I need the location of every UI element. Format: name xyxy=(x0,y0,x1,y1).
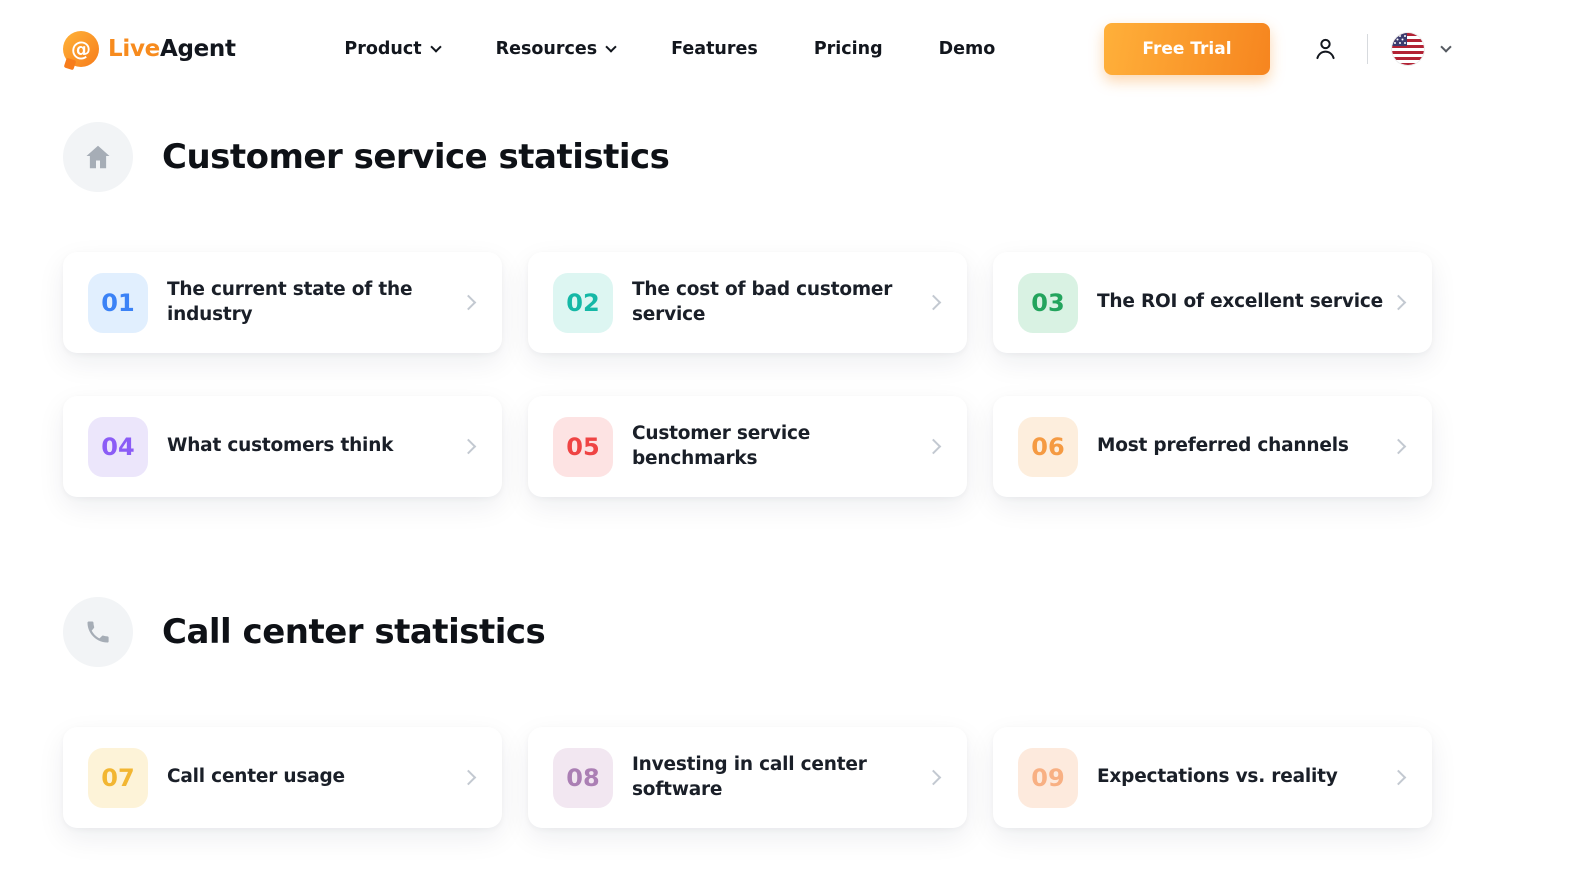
chevron-right-icon xyxy=(925,769,942,786)
card-number-badge: 09 xyxy=(1018,747,1078,808)
phone-icon xyxy=(63,597,133,667)
section-title: Customer service statistics xyxy=(162,137,670,177)
main-nav: Product Resources Features Pricing Demo xyxy=(344,39,995,59)
card-label: Customer service benchmarks xyxy=(632,422,811,469)
stat-card-04[interactable]: 04 What customers think xyxy=(63,396,502,497)
stat-card-09[interactable]: 09 Expectations vs. reality xyxy=(993,727,1432,828)
stat-card-06[interactable]: 06 Most preferred channels xyxy=(993,396,1432,497)
nav-item-features[interactable]: Features xyxy=(671,38,758,59)
card-number-badge: 04 xyxy=(88,416,148,477)
top-navigation-bar: @ LiveAgent Product Resources Features P… xyxy=(0,0,1584,97)
header-right-group: Free Trial xyxy=(1104,22,1452,75)
chevron-right-icon xyxy=(460,769,477,786)
card-number-badge: 07 xyxy=(88,747,148,808)
nav-item-product[interactable]: Product xyxy=(344,39,442,59)
card-number-badge: 03 xyxy=(1018,272,1078,333)
user-icon xyxy=(1316,38,1335,60)
stat-card-02[interactable]: 02 The cost of bad customer service xyxy=(528,252,967,353)
stat-card-01[interactable]: 01 The current state of the industry xyxy=(63,252,502,353)
nav-item-resources[interactable]: Resources xyxy=(496,39,617,59)
us-flag-icon xyxy=(1392,32,1424,65)
card-number-badge: 01 xyxy=(88,272,148,333)
chevron-down-icon xyxy=(1440,40,1452,53)
chevron-down-icon xyxy=(605,40,617,53)
section-title: Call center statistics xyxy=(162,612,546,652)
customer-service-cards: 01 The current state of the industry 02 … xyxy=(63,252,1432,497)
section-call-center: Call center statistics xyxy=(63,597,1432,667)
card-label: Most preferred channels xyxy=(1097,435,1349,457)
card-label: What customers think xyxy=(167,435,394,457)
card-number-badge: 05 xyxy=(553,416,613,477)
chevron-right-icon xyxy=(1390,438,1407,455)
card-number-badge: 02 xyxy=(553,272,613,333)
free-trial-button[interactable]: Free Trial xyxy=(1104,22,1270,75)
stat-card-05[interactable]: 05 Customer service benchmarks xyxy=(528,396,967,497)
language-selector[interactable] xyxy=(1392,32,1452,65)
card-label: Call center usage xyxy=(167,766,345,788)
card-label: The cost of bad customer service xyxy=(632,278,893,325)
logo-text: LiveAgent xyxy=(108,35,236,62)
nav-item-pricing[interactable]: Pricing xyxy=(813,38,883,59)
at-symbol: @ xyxy=(71,36,91,61)
chevron-right-icon xyxy=(460,438,477,455)
home-icon xyxy=(63,122,133,192)
card-label: Expectations vs. reality xyxy=(1097,766,1338,788)
chevron-right-icon xyxy=(1390,769,1407,786)
liveagent-logo[interactable]: @ LiveAgent xyxy=(63,30,236,67)
user-account-button[interactable] xyxy=(1308,31,1343,66)
chevron-right-icon xyxy=(1390,294,1407,311)
card-label: The ROI of excellent service xyxy=(1097,291,1383,313)
chevron-right-icon xyxy=(925,294,942,311)
nav-item-demo[interactable]: Demo xyxy=(938,38,996,59)
card-number-badge: 06 xyxy=(1018,416,1078,477)
header-divider xyxy=(1367,33,1368,64)
chevron-right-icon xyxy=(460,294,477,311)
call-center-cards: 07 Call center usage 08 Investing in cal… xyxy=(63,727,1432,828)
stat-card-03[interactable]: 03 The ROI of excellent service xyxy=(993,252,1432,353)
page-content: Customer service statistics 01 The curre… xyxy=(0,122,1584,828)
card-label: The current state of the industry xyxy=(167,278,413,325)
card-label: Investing in call center software xyxy=(632,753,867,800)
chevron-right-icon xyxy=(925,438,942,455)
stat-card-08[interactable]: 08 Investing in call center software xyxy=(528,727,967,828)
stat-card-07[interactable]: 07 Call center usage xyxy=(63,727,502,828)
section-customer-service: Customer service statistics xyxy=(63,122,1432,192)
card-number-badge: 08 xyxy=(553,747,613,808)
liveagent-bubble-icon: @ xyxy=(63,30,99,67)
chevron-down-icon xyxy=(429,40,442,53)
